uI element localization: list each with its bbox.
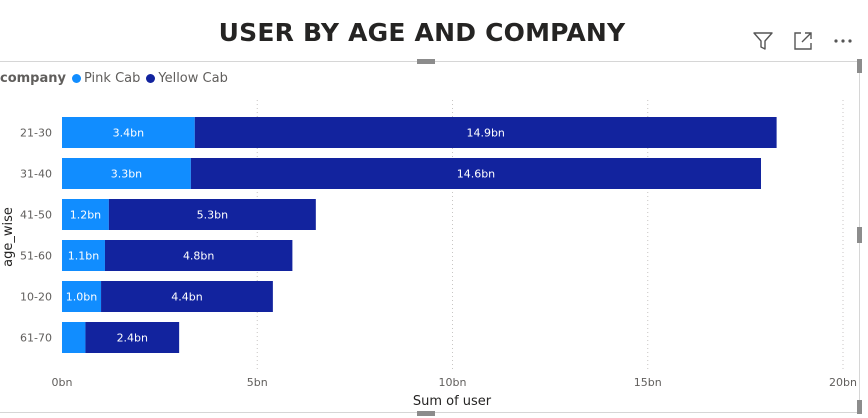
bars <box>62 117 777 353</box>
bar-segment[interactable] <box>62 117 195 148</box>
data-label: 1.0bn <box>66 291 97 304</box>
bar-segment[interactable] <box>194 117 777 148</box>
data-label: 1.2bn <box>70 209 101 222</box>
bar-segment[interactable] <box>190 158 761 189</box>
data-label: 5.3bn <box>197 209 228 222</box>
bar-segment[interactable] <box>62 322 86 353</box>
legend-item-yellow-cab[interactable]: Yellow Cab <box>146 71 228 86</box>
resize-handle-bottom-right[interactable] <box>857 400 862 414</box>
legend-title: company <box>0 71 66 86</box>
resize-handle-top-right[interactable] <box>857 59 862 73</box>
bar-segment[interactable] <box>62 281 102 312</box>
data-label: 2.4bn <box>117 332 148 345</box>
y-tick-label: 31-40 <box>20 168 52 181</box>
data-label: 1.1bn <box>68 250 99 263</box>
legend-swatch <box>72 74 81 83</box>
y-tick-label: 41-50 <box>20 209 52 222</box>
y-tick-label: 21-30 <box>20 127 52 140</box>
data-label: 4.4bn <box>171 291 202 304</box>
bar-segment[interactable] <box>62 158 191 189</box>
resize-handle-bottom[interactable] <box>417 411 435 416</box>
x-axis-title: Sum of user <box>413 394 492 409</box>
y-tick-label: 51-60 <box>20 250 52 263</box>
data-label: 3.3bn <box>111 168 142 181</box>
bar-segment[interactable] <box>101 281 273 312</box>
y-axis-title: age_wise <box>1 207 16 267</box>
legend-label: Pink Cab <box>84 71 141 86</box>
chart-title: USER BY AGE AND COMPANY <box>218 18 626 47</box>
data-label: 14.9bn <box>466 127 504 140</box>
y-tick-label: 61-70 <box>20 332 52 345</box>
x-tick-label: 20bn <box>829 376 857 389</box>
axes: 0bn 5bn 10bn 15bn 20bn 21-30 31-40 41-50 51-60 10… <box>20 127 857 390</box>
more-options-icon[interactable] <box>830 28 856 54</box>
chart-legend: company Pink Cab Yellow Cab <box>0 71 234 86</box>
legend-label: Yellow Cab <box>158 71 228 86</box>
data-labels: 3.4bn 14.9bn 3.3bn 14.6bn 1.2bn 5.3bn 1.1bn 4.8… <box>66 127 505 345</box>
legend-item-pink-cab[interactable]: Pink Cab <box>72 71 140 86</box>
x-tick-label: 0bn <box>52 376 73 389</box>
filter-icon[interactable] <box>750 28 776 54</box>
x-tick-label: 15bn <box>634 376 662 389</box>
visual-header-toolbar <box>750 28 856 54</box>
x-tick-label: 10bn <box>439 376 467 389</box>
resize-handle-right[interactable] <box>857 227 862 243</box>
data-label: 3.4bn <box>113 127 144 140</box>
bar-segment[interactable] <box>62 240 105 271</box>
y-tick-label: 10-20 <box>20 291 52 304</box>
legend-swatch <box>146 74 156 83</box>
bar-segment[interactable] <box>85 322 180 353</box>
x-tick-label: 5bn <box>247 376 268 389</box>
bar-segment[interactable] <box>62 199 109 230</box>
bar-segment[interactable] <box>108 199 316 230</box>
bar-segment[interactable] <box>104 240 293 271</box>
data-label: 4.8bn <box>183 250 214 263</box>
resize-handle-top[interactable] <box>417 59 435 64</box>
data-label: 14.6bn <box>457 168 495 181</box>
focus-mode-icon[interactable] <box>790 28 816 54</box>
